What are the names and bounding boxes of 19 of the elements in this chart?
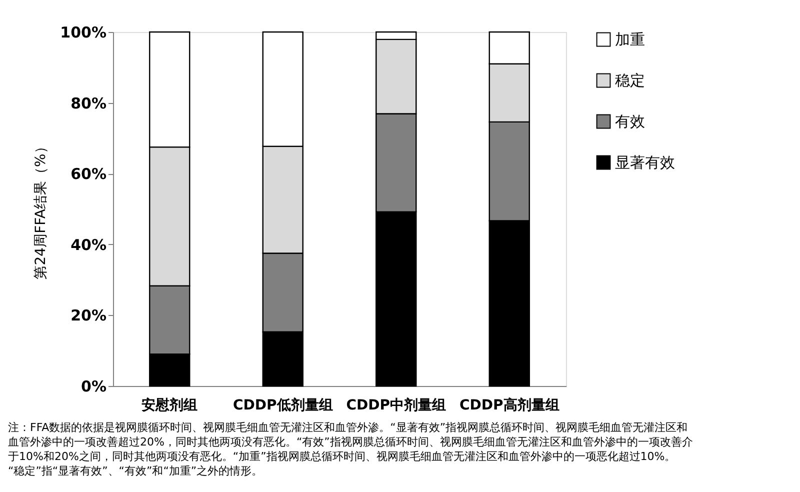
text: 注：FFA数据的依据是视网膜循环时间、视网膜毛细血管无灌注区和血管外渗。“显著有效”指视网膜总循环时间、视网膜毛细血管无灌注区和: [8, 421, 688, 434]
legend-label: 显著有效: [615, 154, 675, 172]
text: 于10%和20%之间，同时其他两项没有恶化。“加重”指视网膜总循环时间、视网膜毛细血管无灌注区和血管外渗中的一项恶化超过10%。: [8, 450, 676, 463]
text: “稳定”指“显著有效”、“有效”和“加重”之外的情形。: [8, 464, 263, 478]
x-tick-label: CDDP高剂量组: [459, 396, 560, 414]
x-tick-label: CDDP中剂量组: [346, 396, 446, 414]
x-tick-label: CDDP低剂量组: [232, 396, 333, 414]
x-tick-label: 安慰剂组: [142, 396, 198, 414]
y-tick-label: 60%: [70, 165, 106, 184]
y-tick-label: 100%: [60, 24, 106, 42]
text: 血管外渗中的一项改善超过20%，同时其他两项没有恶化。“有效”指视网膜总循环时间、视网膜毛细血管无灌注区和血管外渗中的一项改善介: [8, 436, 693, 448]
y-tick-label: 80%: [70, 94, 106, 112]
y-axis-title: 第24周FFA结果（%）: [33, 140, 50, 280]
y-tick-label: 20%: [70, 306, 106, 325]
y-tick-label: 0%: [81, 378, 106, 396]
legend-label: 稳定: [615, 72, 645, 90]
y-tick-label: 40%: [70, 236, 106, 254]
legend-label: 加重: [615, 30, 645, 48]
legend-label: 有效: [615, 112, 645, 130]
